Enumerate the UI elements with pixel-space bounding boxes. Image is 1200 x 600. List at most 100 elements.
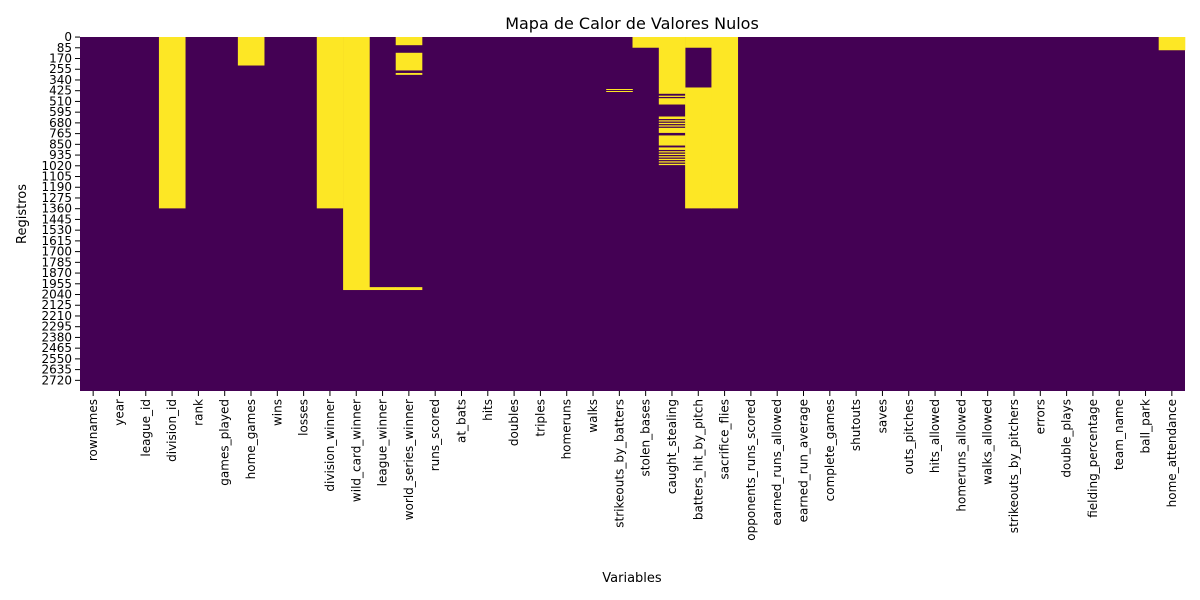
missing-cell-world_series_winner bbox=[395, 287, 423, 291]
missing-cell-caught_stealing bbox=[658, 95, 686, 97]
x-tick-label-world_series_winner: world_series_winner bbox=[402, 399, 416, 520]
missing-cell-caught_stealing bbox=[658, 37, 686, 94]
missing-cell-caught_stealing bbox=[658, 120, 686, 122]
x-tick-label-at_bats: at_bats bbox=[454, 399, 468, 443]
missing-cell-strikeouts_by_batters bbox=[606, 89, 633, 91]
x-tick-label-doubles: doubles bbox=[507, 399, 521, 446]
x-tick-label-team_name: team_name bbox=[1112, 399, 1126, 470]
missing-cell-caught_stealing bbox=[658, 156, 686, 158]
missing-cell-caught_stealing bbox=[658, 127, 686, 133]
missing-cell-sacrifice_flies bbox=[711, 37, 739, 209]
x-tick-label-errors: errors bbox=[1033, 399, 1047, 434]
x-tick-label-division_id: division_id bbox=[165, 399, 179, 462]
y-tick-label: 850 bbox=[49, 137, 72, 151]
missing-cell-division_winner bbox=[316, 37, 344, 209]
x-tick-label-losses: losses bbox=[297, 399, 311, 436]
x-tick-label-wild_card_winner: wild_card_winner bbox=[349, 399, 363, 502]
y-tick-label: 85 bbox=[57, 41, 72, 55]
y-tick-label: 1275 bbox=[41, 191, 72, 205]
y-tick-label: 2210 bbox=[41, 309, 72, 323]
x-tick-label-earned_run_average: earned_run_average bbox=[797, 399, 811, 522]
y-tick-label: 765 bbox=[49, 127, 72, 141]
missing-cell-world_series_winner bbox=[395, 72, 423, 75]
y-tick-label: 1360 bbox=[41, 202, 72, 216]
missing-cell-home_games bbox=[237, 37, 265, 66]
x-tick-label-strikeouts_by_batters: strikeouts_by_batters bbox=[612, 399, 626, 528]
x-axis: rownames year league_id division_id rank game… bbox=[86, 391, 1179, 541]
x-tick-label-home_games: home_games bbox=[244, 399, 258, 479]
x-tick-label-hits: hits bbox=[481, 399, 495, 421]
missing-cell-caught_stealing bbox=[658, 135, 686, 146]
y-axis-label: Registros bbox=[15, 184, 30, 244]
heatmap-plot-area bbox=[80, 37, 1186, 391]
y-tick-label: 2295 bbox=[41, 320, 72, 334]
missing-cell-caught_stealing bbox=[658, 116, 686, 120]
y-tick-label: 2380 bbox=[41, 330, 72, 344]
x-tick-label-shutouts: shutouts bbox=[849, 399, 863, 451]
missing-cell-caught_stealing bbox=[658, 158, 686, 161]
missing-cell-caught_stealing bbox=[658, 98, 686, 105]
y-tick-label: 425 bbox=[49, 84, 72, 98]
chart-title: Mapa de Calor de Valores Nulos bbox=[505, 14, 759, 33]
y-tick-label: 2465 bbox=[41, 341, 72, 355]
x-tick-label-earned_runs_allowed: earned_runs_allowed bbox=[770, 399, 784, 526]
y-tick-label: 1530 bbox=[41, 223, 72, 237]
x-tick-label-complete_games: complete_games bbox=[823, 399, 837, 501]
y-tick-label: 2635 bbox=[41, 363, 72, 377]
x-tick-label-homeruns_allowed: homeruns_allowed bbox=[954, 399, 968, 512]
x-tick-label-sacrifice_flies: sacrifice_flies bbox=[718, 399, 732, 480]
x-tick-label-division_winner: division_winner bbox=[323, 399, 337, 492]
missing-cell-league_winner bbox=[369, 287, 397, 291]
x-tick-label-rank: rank bbox=[191, 399, 205, 426]
x-tick-label-double_plays: double_plays bbox=[1060, 399, 1074, 478]
y-tick-label: 1190 bbox=[41, 180, 72, 194]
y-tick-label: 1615 bbox=[41, 234, 72, 248]
y-tick-label: 1955 bbox=[41, 277, 72, 291]
missing-cell-stolen_bases bbox=[632, 37, 660, 48]
x-tick-label-strikeouts_by_pitchers: strikeouts_by_pitchers bbox=[1007, 399, 1021, 533]
x-tick-label-fielding_percentage: fielding_percentage bbox=[1086, 399, 1100, 518]
heatmap-background-present bbox=[80, 37, 1185, 391]
x-tick-label-outs_pitches: outs_pitches bbox=[902, 399, 916, 474]
x-tick-label-batters_hit_by_pitch: batters_hit_by_pitch bbox=[691, 399, 705, 520]
x-tick-label-runs_scored: runs_scored bbox=[428, 399, 442, 471]
missing-cell-world_series_winner bbox=[395, 37, 423, 46]
y-tick-label: 1445 bbox=[41, 212, 72, 226]
missing-cell-caught_stealing bbox=[658, 161, 686, 163]
x-tick-label-saves: saves bbox=[875, 399, 889, 433]
missing-cell-caught_stealing bbox=[658, 153, 686, 155]
x-tick-label-walks: walks bbox=[586, 399, 600, 433]
y-axis: 0851702553404255105956807658509351020110… bbox=[41, 30, 80, 387]
missing-cell-division_id bbox=[158, 37, 186, 209]
x-tick-label-year: year bbox=[112, 399, 126, 426]
missing-cell-batters_hit_by_pitch bbox=[685, 87, 712, 209]
y-tick-label: 170 bbox=[49, 52, 72, 66]
y-tick-label: 1700 bbox=[41, 245, 72, 259]
missing-cell-caught_stealing bbox=[658, 122, 686, 125]
x-axis-label: Variables bbox=[602, 571, 662, 586]
x-tick-label-games_played: games_played bbox=[218, 399, 232, 486]
x-tick-label-triples: triples bbox=[533, 399, 547, 437]
x-tick-label-home_attendance: home_attendance bbox=[1165, 399, 1179, 507]
x-tick-label-homeruns: homeruns bbox=[560, 399, 574, 459]
missing-cell-strikeouts_by_batters bbox=[606, 91, 633, 93]
y-tick-label: 340 bbox=[49, 73, 72, 87]
y-tick-label: 1105 bbox=[41, 170, 72, 184]
x-tick-label-rownames: rownames bbox=[86, 399, 100, 461]
y-tick-label: 0 bbox=[64, 30, 72, 44]
x-tick-label-walks_allowed: walks_allowed bbox=[981, 399, 995, 485]
x-tick-label-opponents_runs_scored: opponents_runs_scored bbox=[744, 399, 758, 541]
y-tick-label: 2125 bbox=[41, 298, 72, 312]
missing-cell-batters_hit_by_pitch bbox=[685, 37, 712, 48]
missing-cell-world_series_winner bbox=[395, 52, 423, 71]
x-tick-label-wins: wins bbox=[270, 399, 284, 426]
missing-cell-caught_stealing bbox=[658, 163, 686, 166]
missing-cell-caught_stealing bbox=[658, 125, 686, 127]
x-tick-label-league_winner: league_winner bbox=[376, 399, 390, 486]
missing-cell-caught_stealing bbox=[658, 147, 686, 150]
y-tick-label: 1785 bbox=[41, 255, 72, 269]
x-tick-label-ball_park: ball_park bbox=[1139, 399, 1153, 454]
x-tick-label-league_id: league_id bbox=[139, 399, 153, 457]
y-tick-label: 935 bbox=[49, 148, 72, 162]
